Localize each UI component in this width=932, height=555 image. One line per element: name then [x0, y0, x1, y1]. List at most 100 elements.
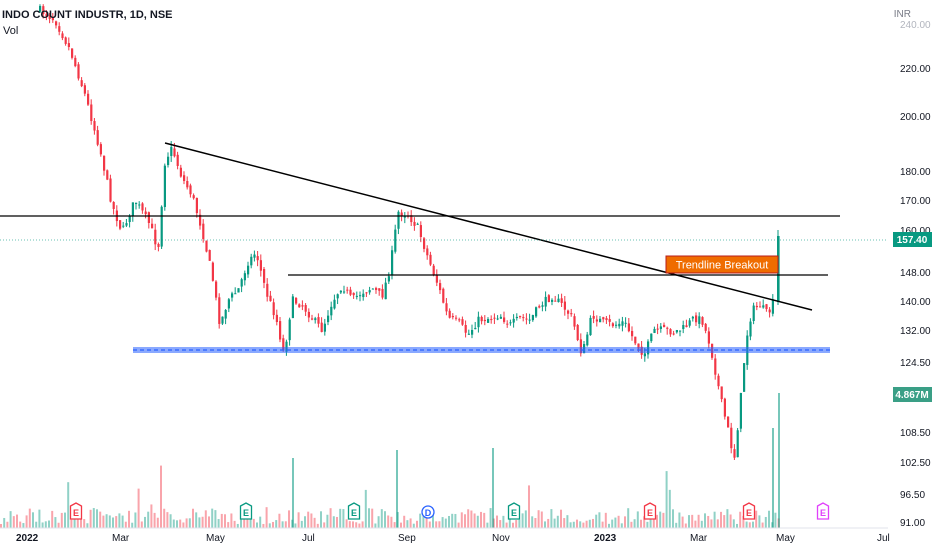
- candle-body: [327, 315, 330, 323]
- candle-body: [307, 311, 310, 318]
- candle-body: [519, 316, 522, 318]
- candle-body: [573, 316, 576, 327]
- volume-bar: [419, 513, 422, 528]
- volume-bar: [220, 513, 223, 528]
- volume-bar: [364, 489, 367, 528]
- candle-body: [304, 305, 307, 312]
- volume-bar: [710, 519, 713, 528]
- volume-bar: [588, 519, 591, 528]
- volume-bar: [272, 521, 274, 528]
- candle-body: [592, 316, 595, 319]
- earnings-icon: [816, 502, 830, 520]
- candle-body: [589, 317, 592, 336]
- volume-bar: [371, 508, 374, 528]
- volume-bar: [483, 512, 486, 528]
- volume-bar: [764, 516, 767, 528]
- volume-bar: [592, 518, 594, 528]
- earnings-icon: [643, 502, 657, 520]
- candle-body: [311, 318, 314, 320]
- candle-body: [362, 293, 365, 298]
- candle-body: [259, 260, 262, 271]
- candle-body: [727, 416, 730, 428]
- volume-bar: [153, 512, 156, 528]
- volume-bar: [137, 488, 140, 528]
- volume-bar: [704, 513, 706, 528]
- volume-bar: [467, 509, 470, 528]
- candle-body: [656, 328, 659, 330]
- candle-body: [173, 148, 176, 157]
- volume-bar: [524, 510, 527, 528]
- candle-body: [579, 339, 582, 354]
- candle-body: [295, 298, 298, 304]
- volume-bar: [665, 471, 668, 528]
- volume-bar: [256, 522, 258, 528]
- volume-bar: [198, 517, 201, 528]
- volume-bar: [361, 521, 364, 528]
- event-marker: D: [421, 505, 435, 519]
- volume-bar: [310, 513, 313, 528]
- volume-bar: [348, 521, 351, 528]
- volume-bar: [582, 522, 585, 528]
- y-tick-label: 220.00: [900, 64, 931, 75]
- volume-bar: [528, 485, 530, 528]
- volume-bar: [195, 512, 198, 528]
- volume-bar: [169, 514, 172, 528]
- candle-body: [330, 306, 333, 316]
- annotation-label: Trendline Breakout: [676, 260, 769, 272]
- volume-bar: [214, 510, 217, 528]
- volume-bar: [281, 521, 284, 528]
- y-tick-label: 140.00: [900, 297, 931, 308]
- volume-bar: [51, 510, 54, 528]
- candle-body: [400, 212, 403, 217]
- volume-bar: [179, 519, 182, 528]
- volume-bar: [563, 518, 566, 528]
- candle-body: [247, 265, 250, 275]
- candle-body: [317, 317, 320, 324]
- event-marker-label: E: [511, 508, 517, 518]
- candle-body: [320, 322, 323, 333]
- candle-body: [74, 57, 77, 67]
- volume-bar: [617, 515, 620, 528]
- candle-body: [557, 298, 560, 303]
- candle-body: [755, 305, 758, 308]
- volume-bar: [611, 519, 614, 528]
- candle-body: [275, 314, 278, 322]
- candle-body: [237, 288, 240, 293]
- candle-body: [707, 331, 710, 344]
- candle-body: [93, 121, 96, 131]
- volume-bar: [604, 512, 607, 528]
- volume-bar: [352, 521, 354, 528]
- volume-bar: [649, 519, 652, 528]
- candle-body: [387, 276, 390, 282]
- volume-bar: [268, 523, 271, 528]
- candle-body: [215, 281, 218, 298]
- candle-body: [749, 321, 752, 337]
- volume-bar: [736, 523, 738, 528]
- volume-bar: [377, 516, 380, 528]
- candle-body: [128, 216, 131, 223]
- volume-bar: [422, 508, 425, 528]
- candle-body: [355, 295, 358, 297]
- candle-body: [346, 289, 349, 291]
- volume-bar: [579, 521, 582, 528]
- volume-bar: [752, 521, 754, 528]
- candle-body: [685, 325, 688, 328]
- candle-body: [576, 325, 579, 341]
- candle-body: [493, 317, 496, 319]
- candle-body: [541, 305, 544, 307]
- volume-bar: [115, 516, 118, 528]
- candle-body: [103, 155, 106, 171]
- event-marker-label: E: [243, 508, 249, 518]
- candle-body: [176, 154, 179, 166]
- volume-bar: [124, 521, 127, 528]
- candle-body: [650, 333, 653, 342]
- volume-bar: [476, 515, 479, 528]
- volume-bar: [707, 515, 710, 528]
- candle-body: [112, 202, 115, 209]
- y-tick-label: 148.00: [900, 268, 931, 279]
- volume-bar: [307, 511, 310, 528]
- candle-body: [499, 316, 502, 319]
- volume-bar: [726, 509, 729, 528]
